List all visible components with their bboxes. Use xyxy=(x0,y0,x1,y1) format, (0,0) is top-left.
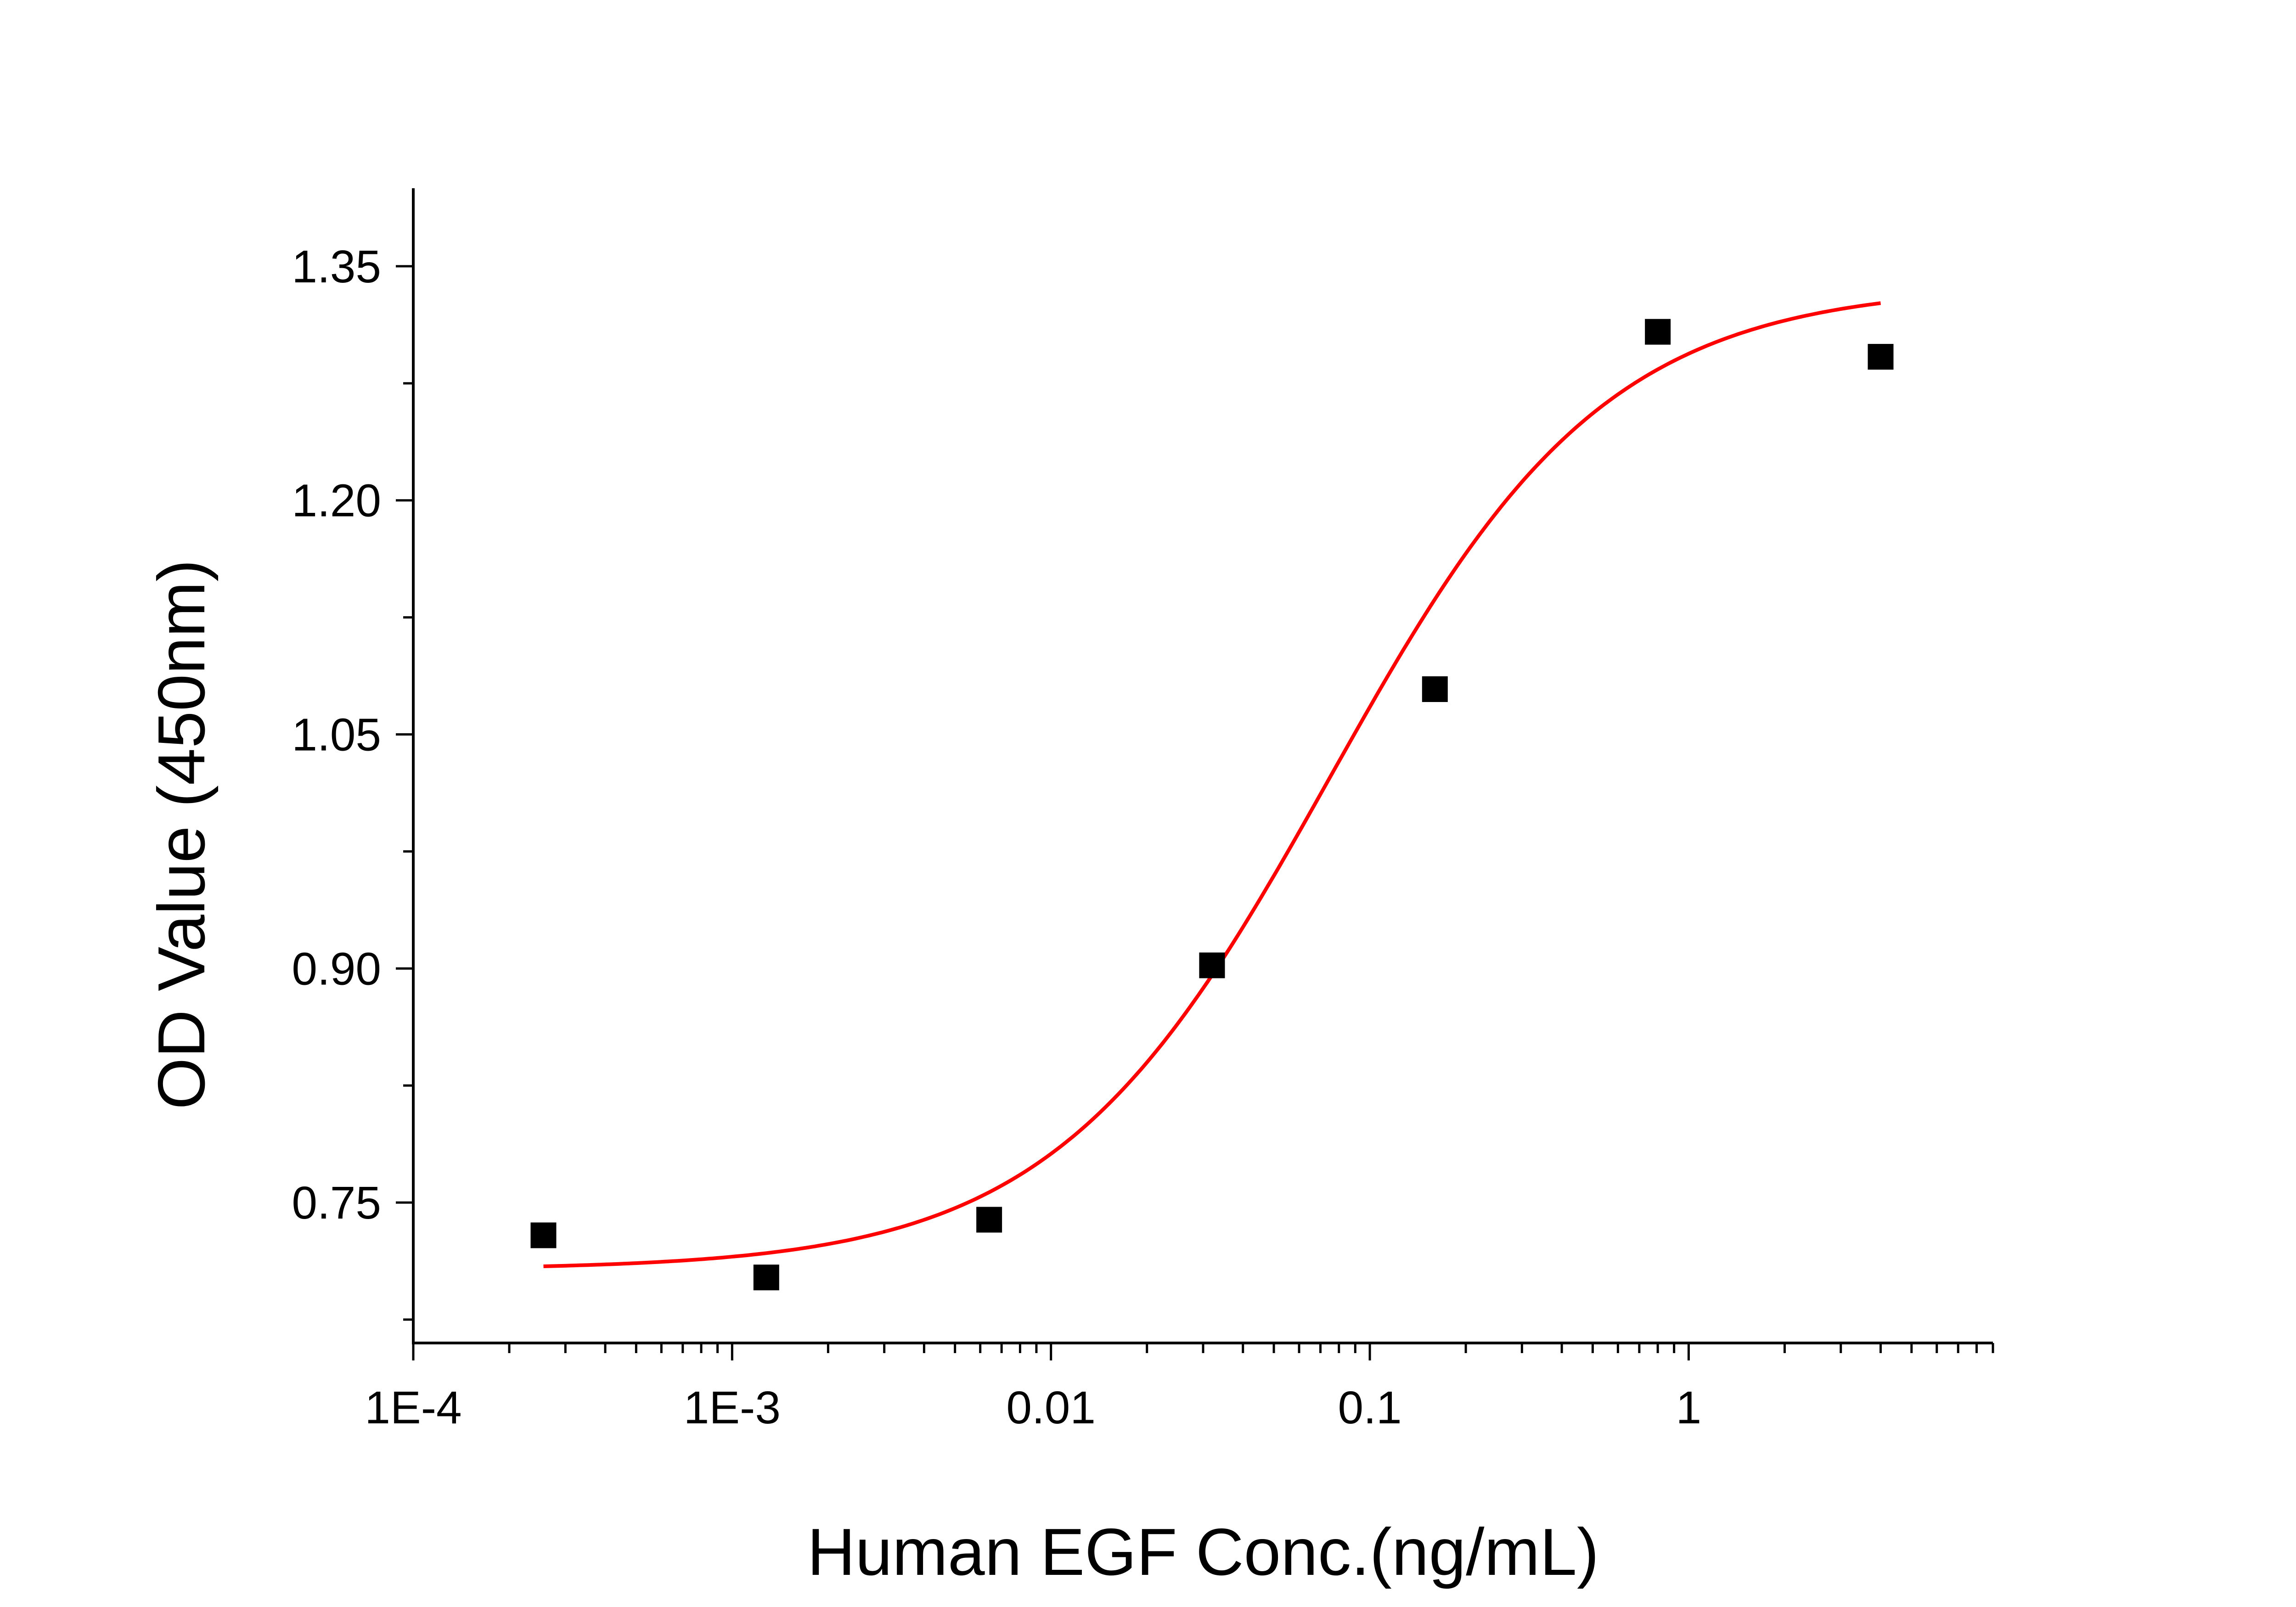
fit-curve xyxy=(543,301,1881,1268)
data-point xyxy=(1199,952,1225,978)
x-axis-title: Human EGF Conc.(ng/mL) xyxy=(807,1515,1599,1589)
y-axis-title: OD Value (450nm) xyxy=(144,559,219,1109)
data-points xyxy=(530,319,1894,1291)
y-tick-label: 1.05 xyxy=(292,709,381,761)
x-tick-label: 1E-3 xyxy=(684,1382,781,1433)
y-tick-label: 1.35 xyxy=(292,241,381,292)
x-tick-label: 0.1 xyxy=(1338,1382,1402,1433)
tick-labels: 0.75 0.90 1.05 1.20 1.35 1E-4 1E-3 0.01 0.1 1 xyxy=(292,241,1701,1433)
x-tick-label: 1E-4 xyxy=(365,1382,461,1433)
fit-curve-group xyxy=(543,301,1881,1268)
x-tick-label: 0.01 xyxy=(1006,1382,1096,1433)
data-point xyxy=(976,1207,1002,1233)
x-tick-label: 1 xyxy=(1676,1382,1702,1433)
data-point xyxy=(753,1264,779,1291)
data-point xyxy=(1645,319,1671,345)
y-tick-label: 0.90 xyxy=(292,943,381,995)
data-point xyxy=(530,1222,557,1248)
y-tick-label: 1.20 xyxy=(292,475,381,527)
data-point xyxy=(1422,676,1448,702)
tick-marks xyxy=(396,265,1994,1360)
data-point xyxy=(1868,344,1894,370)
y-tick-label: 0.75 xyxy=(292,1177,381,1229)
axes xyxy=(412,188,1993,1344)
